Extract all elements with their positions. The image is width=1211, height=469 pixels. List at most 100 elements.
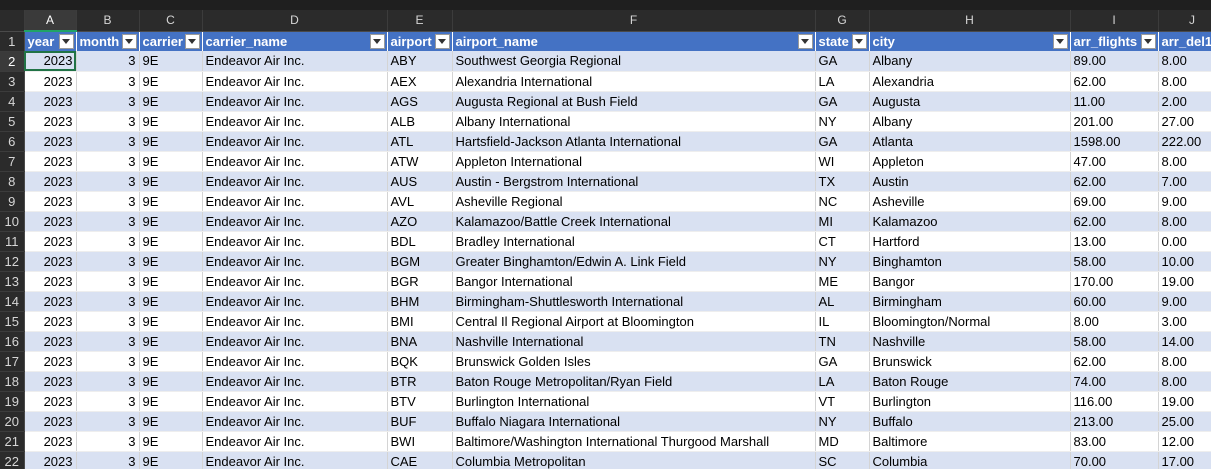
cell-month[interactable]: 3 <box>76 431 140 452</box>
row-number[interactable]: 12 <box>0 251 25 272</box>
cell-airport[interactable]: CAE <box>387 451 453 469</box>
cell-arr-flights[interactable]: 47.00 <box>1070 151 1159 172</box>
cell-arr-del15[interactable]: 25.00 <box>1158 411 1211 432</box>
cell-carrier[interactable]: 9E <box>139 211 203 232</box>
cell-year[interactable]: 2023 <box>24 111 77 132</box>
cell-airport[interactable]: AZO <box>387 211 453 232</box>
cell-state[interactable]: MD <box>815 431 870 452</box>
cell-arr-flights[interactable]: 116.00 <box>1070 391 1159 412</box>
cell-airport[interactable]: BWI <box>387 431 453 452</box>
cell-arr-flights[interactable]: 62.00 <box>1070 71 1159 92</box>
cell-month[interactable]: 3 <box>76 371 140 392</box>
cell-year[interactable]: 2023 <box>24 371 77 392</box>
cell-city[interactable]: Augusta <box>869 91 1071 112</box>
filter-dropdown-icon[interactable] <box>58 34 74 49</box>
cell-airport[interactable]: ALB <box>387 111 453 132</box>
cell-year[interactable]: 2023 <box>24 291 77 312</box>
cell-year[interactable]: 2023 <box>24 231 77 252</box>
cell-month[interactable]: 3 <box>76 91 140 112</box>
cell-arr-flights[interactable]: 1598.00 <box>1070 131 1159 152</box>
cell-airport[interactable]: AUS <box>387 171 453 192</box>
cell-city[interactable]: Hartford <box>869 231 1071 252</box>
cell-city[interactable]: Columbia <box>869 451 1071 469</box>
row-number[interactable]: 19 <box>0 391 25 412</box>
cell-state[interactable]: NY <box>815 251 870 272</box>
cell-city[interactable]: Albany <box>869 111 1071 132</box>
header-cell-arr-del15[interactable]: arr_del15 <box>1158 31 1211 51</box>
cell-city[interactable]: Asheville <box>869 191 1071 212</box>
cell-carrier[interactable]: 9E <box>139 391 203 412</box>
cell-month[interactable]: 3 <box>76 271 140 292</box>
cell-arr-del15[interactable]: 19.00 <box>1158 391 1211 412</box>
cell-airport-name[interactable]: Nashville International <box>452 331 816 352</box>
cell-city[interactable]: Kalamazoo <box>869 211 1071 232</box>
cell-year[interactable]: 2023 <box>24 411 77 432</box>
cell-city[interactable]: Albany <box>869 51 1071 72</box>
cell-airport-name[interactable]: Augusta Regional at Bush Field <box>452 91 816 112</box>
row-number[interactable]: 14 <box>0 291 25 312</box>
column-header-a[interactable]: A <box>24 10 77 32</box>
cell-carrier[interactable]: 9E <box>139 51 203 72</box>
cell-state[interactable]: NY <box>815 111 870 132</box>
cell-airport[interactable]: AVL <box>387 191 453 212</box>
cell-month[interactable]: 3 <box>76 111 140 132</box>
cell-city[interactable]: Bangor <box>869 271 1071 292</box>
cell-month[interactable]: 3 <box>76 411 140 432</box>
cell-arr-flights[interactable]: 83.00 <box>1070 431 1159 452</box>
cell-airport-name[interactable]: Hartsfield-Jackson Atlanta International <box>452 131 816 152</box>
cell-arr-del15[interactable]: 0.00 <box>1158 231 1211 252</box>
cell-state[interactable]: LA <box>815 371 870 392</box>
cell-arr-flights[interactable]: 13.00 <box>1070 231 1159 252</box>
cell-arr-flights[interactable]: 62.00 <box>1070 211 1159 232</box>
cell-airport-name[interactable]: Brunswick Golden Isles <box>452 351 816 372</box>
cell-airport[interactable]: BUF <box>387 411 453 432</box>
cell-month[interactable]: 3 <box>76 251 140 272</box>
cell-arr-del15[interactable]: 14.00 <box>1158 331 1211 352</box>
cell-carrier[interactable]: 9E <box>139 331 203 352</box>
cell-carrier-name[interactable]: Endeavor Air Inc. <box>202 51 388 72</box>
cell-carrier[interactable]: 9E <box>139 371 203 392</box>
cell-carrier[interactable]: 9E <box>139 151 203 172</box>
cell-month[interactable]: 3 <box>76 291 140 312</box>
cell-airport[interactable]: ATW <box>387 151 453 172</box>
cell-city[interactable]: Atlanta <box>869 131 1071 152</box>
column-header-f[interactable]: F <box>452 10 816 32</box>
cell-state[interactable]: SC <box>815 451 870 469</box>
filter-dropdown-icon[interactable] <box>434 33 450 49</box>
cell-city[interactable]: Buffalo <box>869 411 1071 432</box>
cell-airport[interactable]: BGM <box>387 251 453 272</box>
cell-arr-flights[interactable]: 8.00 <box>1070 311 1159 332</box>
row-number[interactable]: 7 <box>0 151 25 172</box>
row-number[interactable]: 6 <box>0 131 25 152</box>
cell-carrier[interactable]: 9E <box>139 351 203 372</box>
cell-month[interactable]: 3 <box>76 211 140 232</box>
row-number[interactable]: 10 <box>0 211 25 232</box>
row-number[interactable]: 11 <box>0 231 25 252</box>
cell-arr-del15[interactable]: 10.00 <box>1158 251 1211 272</box>
cell-airport[interactable]: BNA <box>387 331 453 352</box>
cell-state[interactable]: GA <box>815 131 870 152</box>
cell-state[interactable]: GA <box>815 51 870 72</box>
cell-month[interactable]: 3 <box>76 51 140 72</box>
cell-airport[interactable]: BTR <box>387 371 453 392</box>
cell-airport-name[interactable]: Asheville Regional <box>452 191 816 212</box>
cell-state[interactable]: CT <box>815 231 870 252</box>
cell-state[interactable]: WI <box>815 151 870 172</box>
cell-year[interactable]: 2023 <box>24 351 77 372</box>
header-cell-city[interactable]: city <box>869 31 1071 51</box>
row-number[interactable]: 21 <box>0 431 25 452</box>
cell-airport[interactable]: BQK <box>387 351 453 372</box>
cell-year[interactable]: 2023 <box>24 271 77 292</box>
cell-city[interactable]: Burlington <box>869 391 1071 412</box>
row-number[interactable]: 17 <box>0 351 25 372</box>
cell-airport[interactable]: AGS <box>387 91 453 112</box>
cell-arr-del15[interactable]: 12.00 <box>1158 431 1211 452</box>
cell-carrier-name[interactable]: Endeavor Air Inc. <box>202 151 388 172</box>
cell-airport-name[interactable]: Columbia Metropolitan <box>452 451 816 469</box>
cell-airport-name[interactable]: Baltimore/Washington International Thurg… <box>452 431 816 452</box>
cell-year[interactable]: 2023 <box>24 171 77 192</box>
cell-carrier-name[interactable]: Endeavor Air Inc. <box>202 291 388 312</box>
filter-dropdown-icon[interactable] <box>851 33 867 49</box>
row-number[interactable]: 3 <box>0 71 25 92</box>
cell-month[interactable]: 3 <box>76 131 140 152</box>
